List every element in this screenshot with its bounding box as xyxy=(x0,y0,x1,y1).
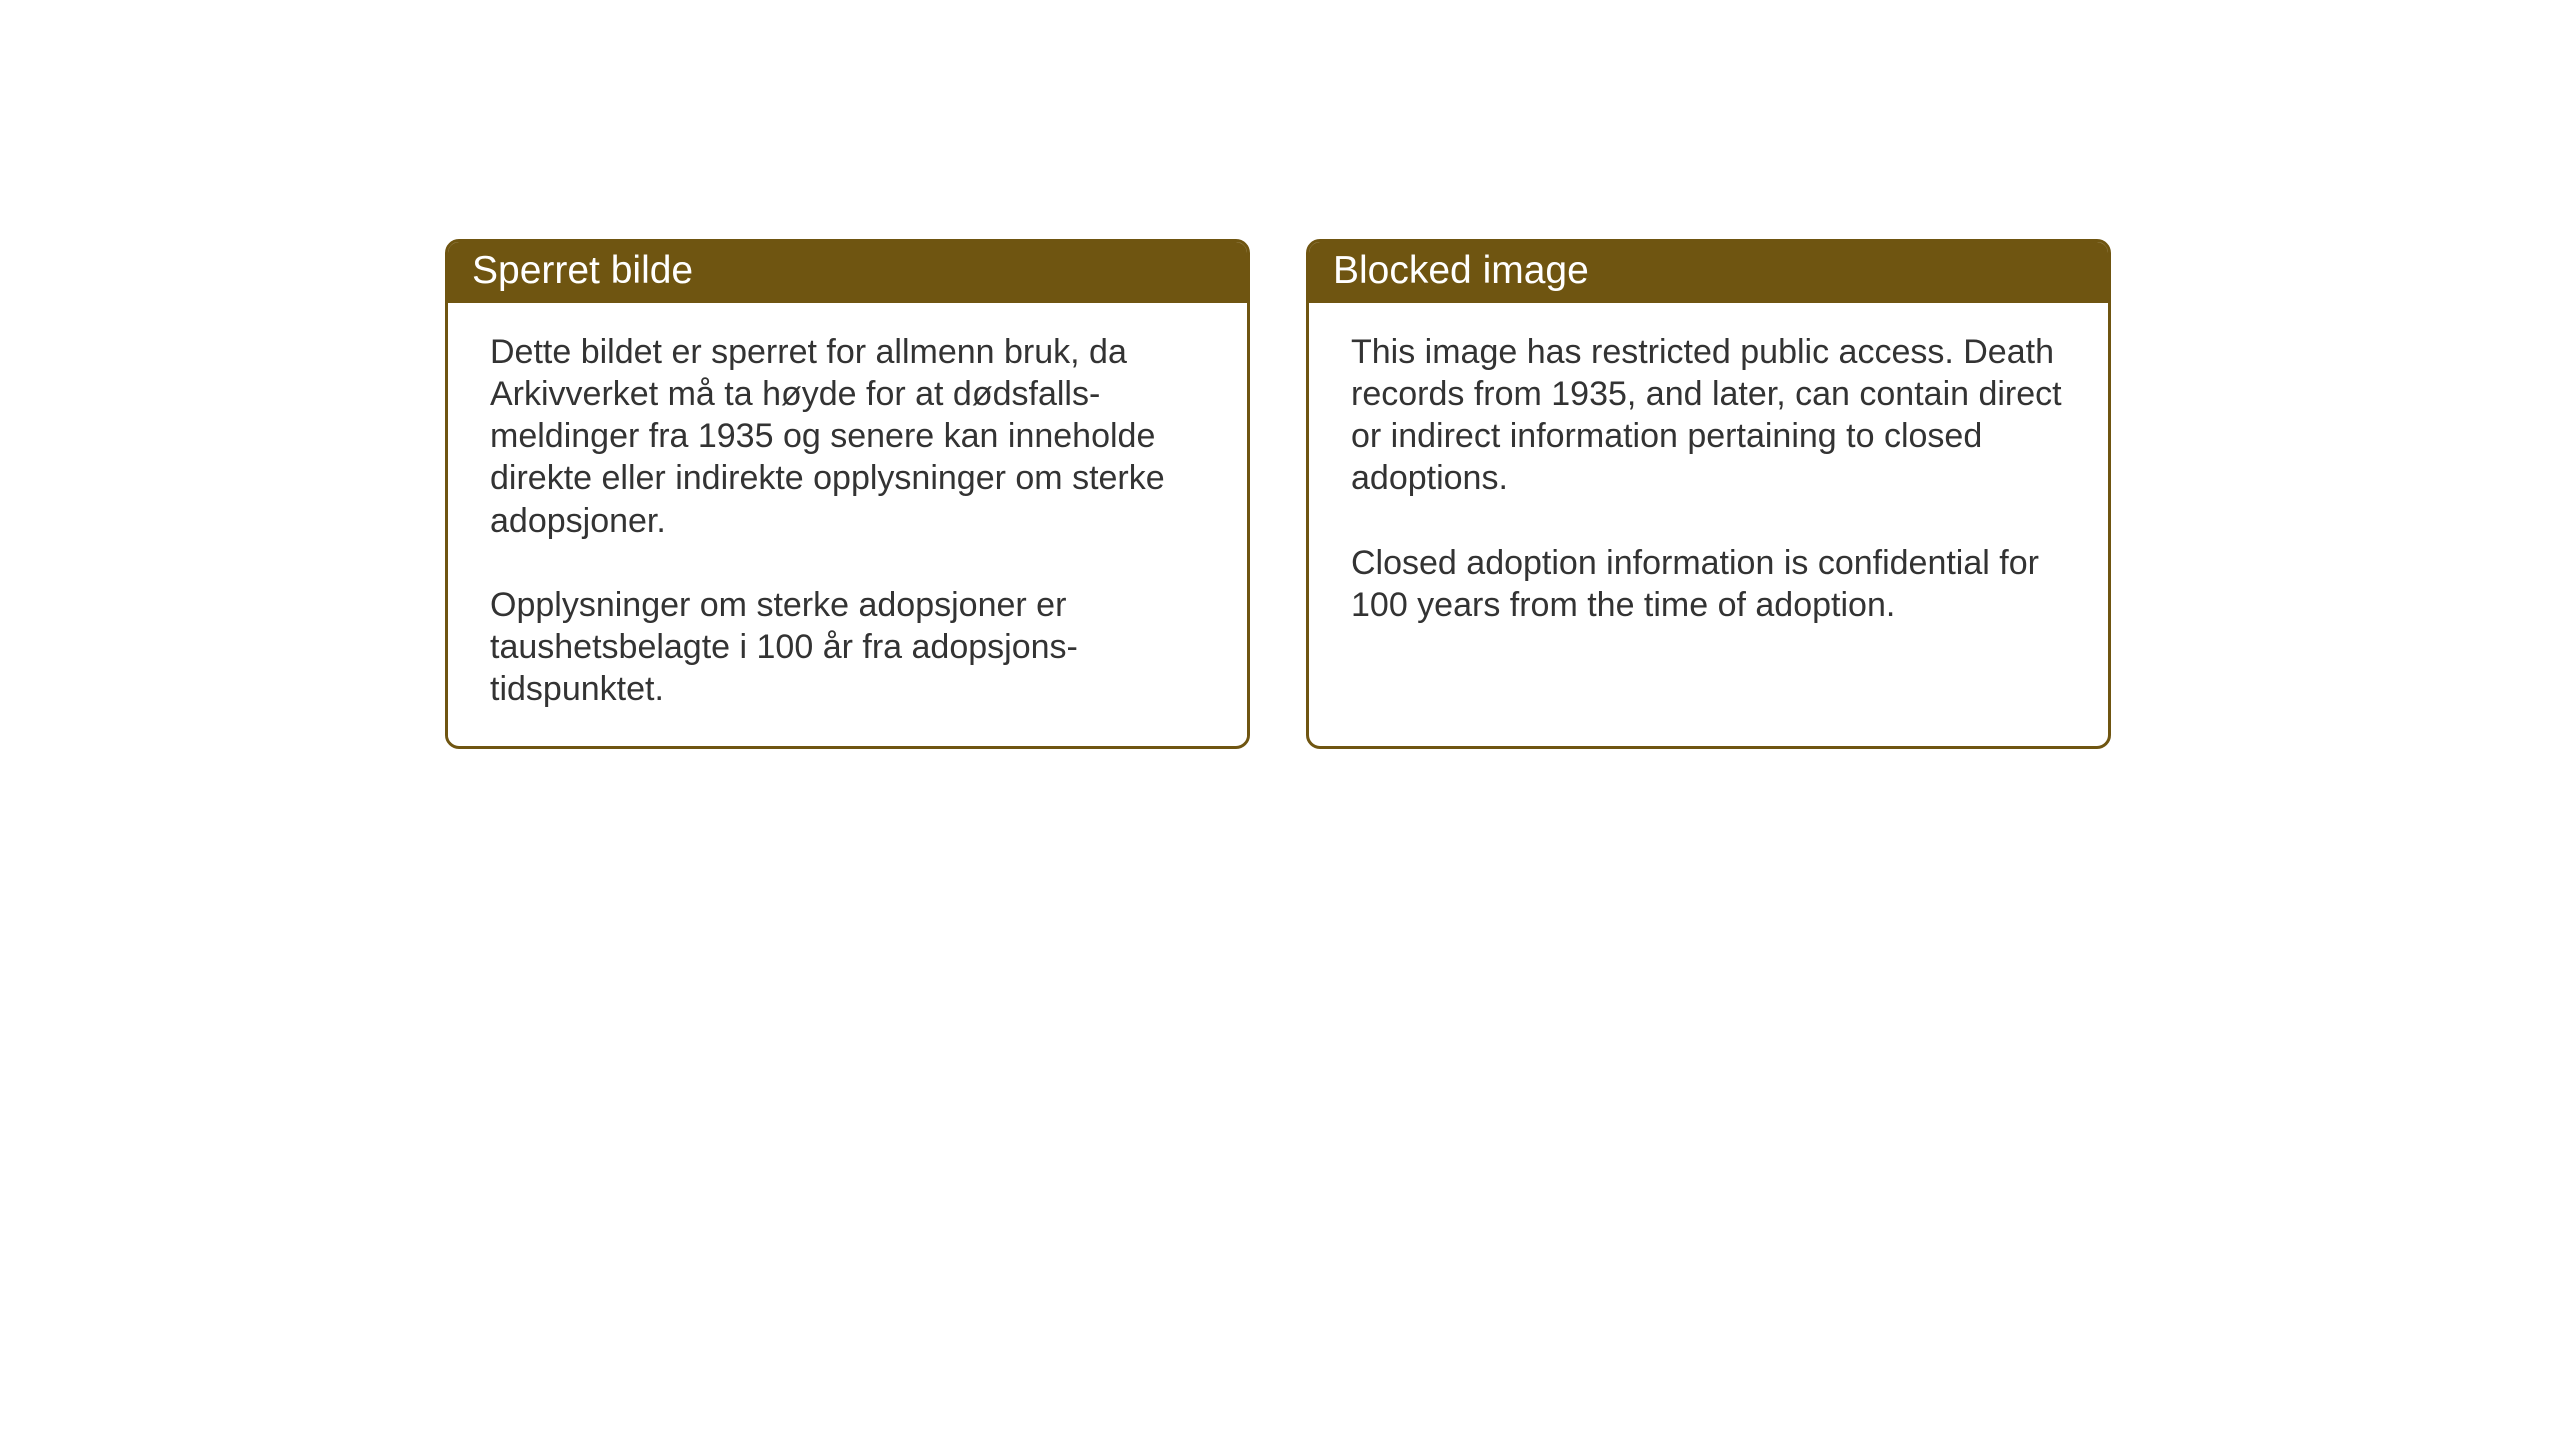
paragraph-norwegian-2: Opplysninger om sterke adopsjoner er tau… xyxy=(490,584,1205,710)
card-header-norwegian: Sperret bilde xyxy=(448,242,1247,303)
notice-container: Sperret bilde Dette bildet er sperret fo… xyxy=(445,239,2111,749)
card-header-english: Blocked image xyxy=(1309,242,2108,303)
notice-card-english: Blocked image This image has restricted … xyxy=(1306,239,2111,749)
paragraph-norwegian-1: Dette bildet er sperret for allmenn bruk… xyxy=(490,331,1205,542)
notice-card-norwegian: Sperret bilde Dette bildet er sperret fo… xyxy=(445,239,1250,749)
card-body-norwegian: Dette bildet er sperret for allmenn bruk… xyxy=(448,303,1247,742)
paragraph-english-2: Closed adoption information is confident… xyxy=(1351,542,2066,626)
card-body-english: This image has restricted public access.… xyxy=(1309,303,2108,658)
paragraph-english-1: This image has restricted public access.… xyxy=(1351,331,2066,500)
